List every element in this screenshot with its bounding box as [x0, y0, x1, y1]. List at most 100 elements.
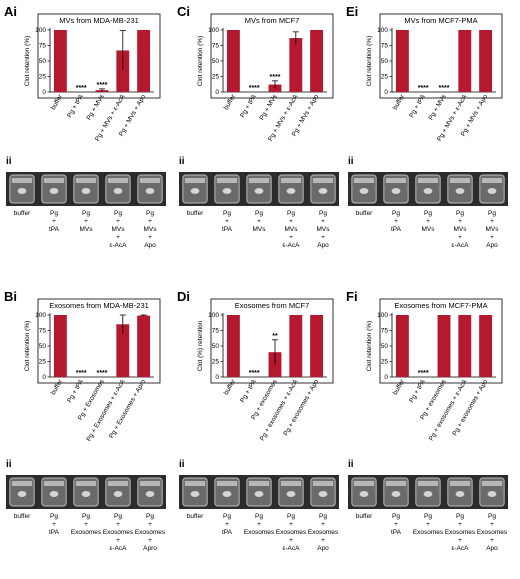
x-tick-label-C-0: buffer [223, 93, 238, 112]
significance-C-2: **** [270, 74, 281, 81]
x-tick-label-B-3: Pg + Exosomes + ε-AcA [85, 378, 126, 443]
clot-B-0 [17, 491, 27, 497]
bar-C-4 [310, 30, 324, 92]
tube-highlight-F-4 [481, 481, 503, 486]
tube-highlight-E-1 [385, 178, 407, 183]
y-tick-label-E-0: 0 [384, 89, 388, 96]
photo-label-E-2-1: + [426, 218, 430, 225]
photo-label-D-4-2: Exosomes [308, 529, 339, 536]
photo-label-F-1-0: Pg [392, 513, 400, 520]
photo-label-F-4-2: Exosomes [477, 529, 508, 536]
tube-highlight-A-3 [107, 178, 129, 183]
clot-C-4 [318, 188, 328, 194]
photo-label-D-2-2: Exosomes [244, 529, 275, 536]
photo-label-D-3-2: Exosomes [276, 529, 307, 536]
photo-label-A-3-4: ε-AcA [110, 242, 128, 249]
photo-label-F-2-1: + [426, 521, 430, 528]
bar-A-3 [116, 50, 130, 92]
photo-label-D-3-0: Pg [287, 513, 295, 520]
photo-label-E-3-4: ε-AcA [452, 242, 470, 249]
tube-highlight-B-4 [139, 481, 161, 486]
panel-sublabel-B: ii [6, 459, 12, 470]
x-tick-label-E-1: Pg + tPA [408, 93, 427, 119]
photo-label-D-0-0: buffer [187, 513, 204, 520]
bar-E-4 [479, 30, 493, 92]
panel-label-E: Ei [346, 4, 358, 19]
x-tick-label-E-0: buffer [392, 93, 407, 112]
photo-label-B-2-0: Pg [82, 513, 90, 520]
bar-F-0 [395, 315, 409, 377]
photo-label-E-3-3: + [458, 234, 462, 241]
x-tick-label-A-2: Pg + MVs [85, 93, 106, 122]
photo-label-D-4-4: Apo [317, 545, 329, 552]
plot-frame-B [37, 298, 161, 384]
panel-label-B: Bi [4, 289, 17, 304]
significance-D-1: **** [249, 370, 260, 377]
y-tick-label-C-0: 0 [215, 89, 219, 96]
photo-label-E-3-2: MVs [454, 226, 468, 233]
photo-label-C-4-2: MVs [317, 226, 331, 233]
photo-label-C-3-3: + [289, 234, 293, 241]
clot-E-2 [423, 188, 433, 194]
photo-label-C-0-0: buffer [187, 210, 204, 217]
y-tick-label-D-3: 75 [212, 328, 220, 335]
y-tick-label-C-1: 25 [212, 74, 220, 81]
tube-highlight-C-3 [280, 178, 302, 183]
clot-F-1 [391, 491, 401, 497]
y-tick-label-A-3: 75 [39, 43, 47, 50]
tube-highlight-A-0 [11, 178, 33, 183]
y-axis-label-B: Clot retention (%) [24, 321, 31, 372]
panel-label-A: Ai [4, 4, 17, 19]
photo-label-F-3-1: + [458, 521, 462, 528]
photo-label-F-1-2: tPA [391, 529, 402, 536]
significance-C-1: **** [249, 85, 260, 92]
bar-A-0 [53, 30, 67, 92]
chart-title-D: Exosomes from MCF7 [235, 301, 310, 310]
panel-sublabel-E: ii [348, 156, 354, 167]
clot-B-1 [49, 491, 59, 497]
bar-F-2 [437, 315, 451, 377]
photo-label-C-1-0: Pg [223, 210, 231, 217]
plot-frame-C [210, 13, 334, 99]
bar-C-0 [226, 30, 240, 92]
significance-A-1: **** [76, 85, 87, 92]
chart-title-B: Exosomes from MDA-MB-231 [49, 301, 149, 310]
photo-label-F-4-1: + [490, 521, 494, 528]
tube-highlight-F-3 [449, 481, 471, 486]
panel-sublabel-F: ii [348, 459, 354, 470]
tube-highlight-A-1 [43, 178, 65, 183]
tube-highlight-F-1 [385, 481, 407, 486]
clot-C-1 [222, 188, 232, 194]
significance-B-2: **** [97, 370, 108, 377]
significance-D-2: ** [272, 333, 278, 340]
tube-highlight-D-0 [184, 481, 206, 486]
photo-label-A-2-1: + [84, 218, 88, 225]
chart-title-E: MVs from MCF7-PMA [404, 16, 477, 25]
clot-A-2 [81, 188, 91, 194]
x-tick-label-E-2: Pg + MVs [427, 93, 448, 122]
photo-label-D-2-0: Pg [255, 513, 263, 520]
chart-title-F: Exosomes from MCF7-PMA [394, 301, 487, 310]
photo-label-F-3-2: Exosomes [445, 529, 476, 536]
panel-label-D: Di [177, 289, 190, 304]
bar-F-4 [479, 315, 493, 377]
y-tick-label-C-2: 50 [212, 58, 220, 65]
y-tick-label-B-2: 50 [39, 343, 47, 350]
photo-label-A-3-3: + [116, 234, 120, 241]
tube-highlight-C-2 [248, 178, 270, 183]
photo-label-D-1-2: tPA [222, 529, 233, 536]
tube-highlight-B-3 [107, 481, 129, 486]
photo-label-B-4-4: Apro [143, 545, 157, 552]
bar-F-3 [458, 315, 472, 377]
clot-C-0 [190, 188, 200, 194]
photo-label-E-2-2: MVs [422, 226, 436, 233]
photo-label-A-2-2: MVs [80, 226, 94, 233]
bar-B-0 [53, 315, 67, 377]
photo-label-C-3-2: MVs [285, 226, 299, 233]
photo-label-C-2-2: MVs [253, 226, 267, 233]
x-tick-label-F-1: Pg + tPA [408, 378, 427, 404]
clot-D-3 [286, 491, 296, 497]
photo-label-D-3-4: ε-AcA [283, 545, 301, 552]
bar-D-4 [310, 315, 324, 377]
plot-frame-E [379, 13, 503, 99]
